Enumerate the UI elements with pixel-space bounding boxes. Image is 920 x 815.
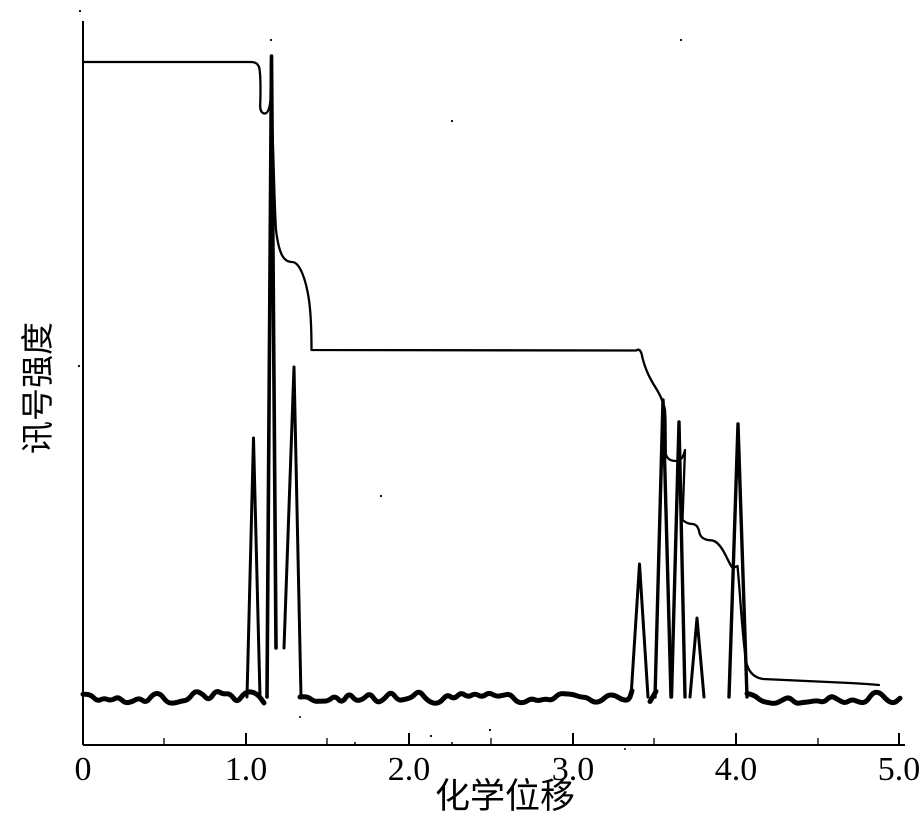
svg-text:化学位移: 化学位移 [435,777,575,815]
svg-text:讯号强度: 讯号强度 [19,322,56,454]
svg-text:5.0: 5.0 [878,751,920,788]
svg-text:4.0: 4.0 [715,751,758,788]
svg-text:0: 0 [75,751,92,788]
svg-text:1.0: 1.0 [225,751,268,788]
svg-text:2.0: 2.0 [388,751,431,788]
